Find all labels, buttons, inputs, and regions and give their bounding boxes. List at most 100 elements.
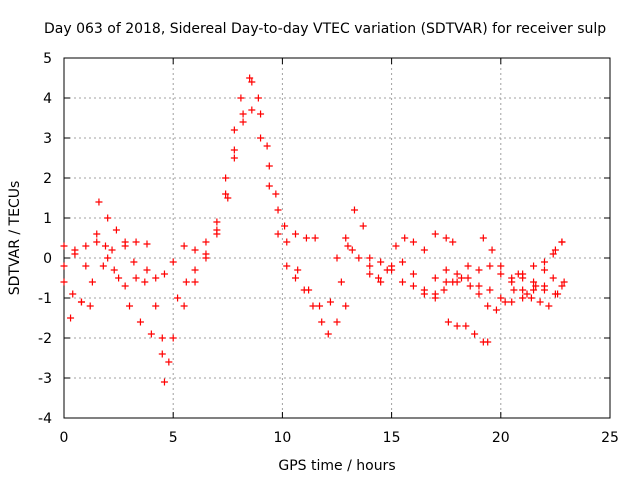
data-point xyxy=(292,274,300,282)
series-track-9 xyxy=(333,206,457,282)
data-point xyxy=(484,338,492,346)
data-point xyxy=(222,174,230,182)
series-track-7 xyxy=(174,74,319,302)
data-point xyxy=(530,262,538,270)
data-point xyxy=(104,254,112,262)
data-point xyxy=(366,254,374,262)
data-point xyxy=(471,330,479,338)
data-point xyxy=(359,222,367,230)
data-point xyxy=(442,266,450,274)
data-point xyxy=(160,270,168,278)
data-point xyxy=(302,234,310,242)
data-point xyxy=(540,286,548,294)
data-point xyxy=(519,286,527,294)
plot-border xyxy=(63,57,611,419)
data-point xyxy=(475,266,483,274)
data-point xyxy=(510,286,518,294)
data-point xyxy=(479,234,487,242)
data-point xyxy=(399,258,407,266)
series-track-5 xyxy=(95,198,168,386)
data-point xyxy=(169,258,177,266)
data-point xyxy=(532,282,540,290)
data-point xyxy=(237,94,245,102)
series-track-3 xyxy=(60,278,94,310)
series-track-8 xyxy=(169,106,350,338)
data-point xyxy=(132,274,140,282)
points-layer xyxy=(60,74,568,386)
y-tick-label: 1 xyxy=(43,211,52,227)
data-point xyxy=(86,302,94,310)
data-point xyxy=(497,262,505,270)
grid-layer xyxy=(64,58,610,418)
series-track-1 xyxy=(60,230,168,290)
series-track-2 xyxy=(60,238,173,366)
data-point xyxy=(309,302,317,310)
data-point xyxy=(88,278,96,286)
data-point xyxy=(248,78,256,86)
data-point xyxy=(248,106,256,114)
data-point xyxy=(110,266,118,274)
y-tick-label: -4 xyxy=(38,411,52,427)
data-point xyxy=(257,134,265,142)
data-point xyxy=(239,118,247,126)
data-point xyxy=(324,330,332,338)
axis-layer: 0 5 10 15 20 25 -4 -3 -2 -1 0 1 2 3 4 5 xyxy=(38,51,619,446)
data-point xyxy=(342,234,350,242)
data-point xyxy=(254,94,262,102)
data-point xyxy=(191,266,199,274)
data-point xyxy=(486,262,494,270)
data-point xyxy=(108,246,116,254)
data-point xyxy=(93,238,101,246)
data-point xyxy=(213,230,221,238)
data-point xyxy=(374,274,382,282)
data-point xyxy=(492,306,500,314)
data-point xyxy=(274,230,282,238)
data-point xyxy=(342,302,350,310)
data-point xyxy=(174,294,182,302)
data-point xyxy=(551,246,559,254)
data-point xyxy=(536,298,544,306)
y-tick-label: -2 xyxy=(38,331,52,347)
data-point xyxy=(230,146,238,154)
data-point xyxy=(475,282,483,290)
y-tick-label: 2 xyxy=(43,171,52,187)
y-tick-label: 4 xyxy=(43,91,52,107)
data-point xyxy=(112,226,120,234)
y-tick-label: 0 xyxy=(43,251,52,267)
data-point xyxy=(475,290,483,298)
data-point xyxy=(549,250,557,258)
data-point xyxy=(514,270,522,278)
data-point xyxy=(141,278,149,286)
data-point xyxy=(136,318,144,326)
data-point xyxy=(366,262,374,270)
x-tick-label: 25 xyxy=(601,430,619,446)
data-point xyxy=(67,314,75,322)
data-point xyxy=(399,278,407,286)
data-point xyxy=(540,258,548,266)
data-point xyxy=(71,246,79,254)
data-point xyxy=(95,198,103,206)
data-point xyxy=(444,318,452,326)
data-point xyxy=(530,278,538,286)
data-point xyxy=(93,230,101,238)
data-point xyxy=(182,278,190,286)
data-point xyxy=(121,282,129,290)
data-point xyxy=(82,242,90,250)
data-point xyxy=(519,294,527,302)
data-point xyxy=(191,246,199,254)
data-point xyxy=(333,254,341,262)
data-point xyxy=(60,262,68,270)
data-point xyxy=(545,302,553,310)
data-point xyxy=(99,262,107,270)
data-point xyxy=(126,302,134,310)
data-point xyxy=(60,242,68,250)
data-point xyxy=(130,258,138,266)
data-point xyxy=(121,242,129,250)
data-point xyxy=(464,262,472,270)
data-point xyxy=(143,266,151,274)
series-track-14 xyxy=(479,234,568,310)
data-point xyxy=(431,274,439,282)
data-point xyxy=(272,190,280,198)
data-point xyxy=(222,190,230,198)
data-point xyxy=(554,290,562,298)
